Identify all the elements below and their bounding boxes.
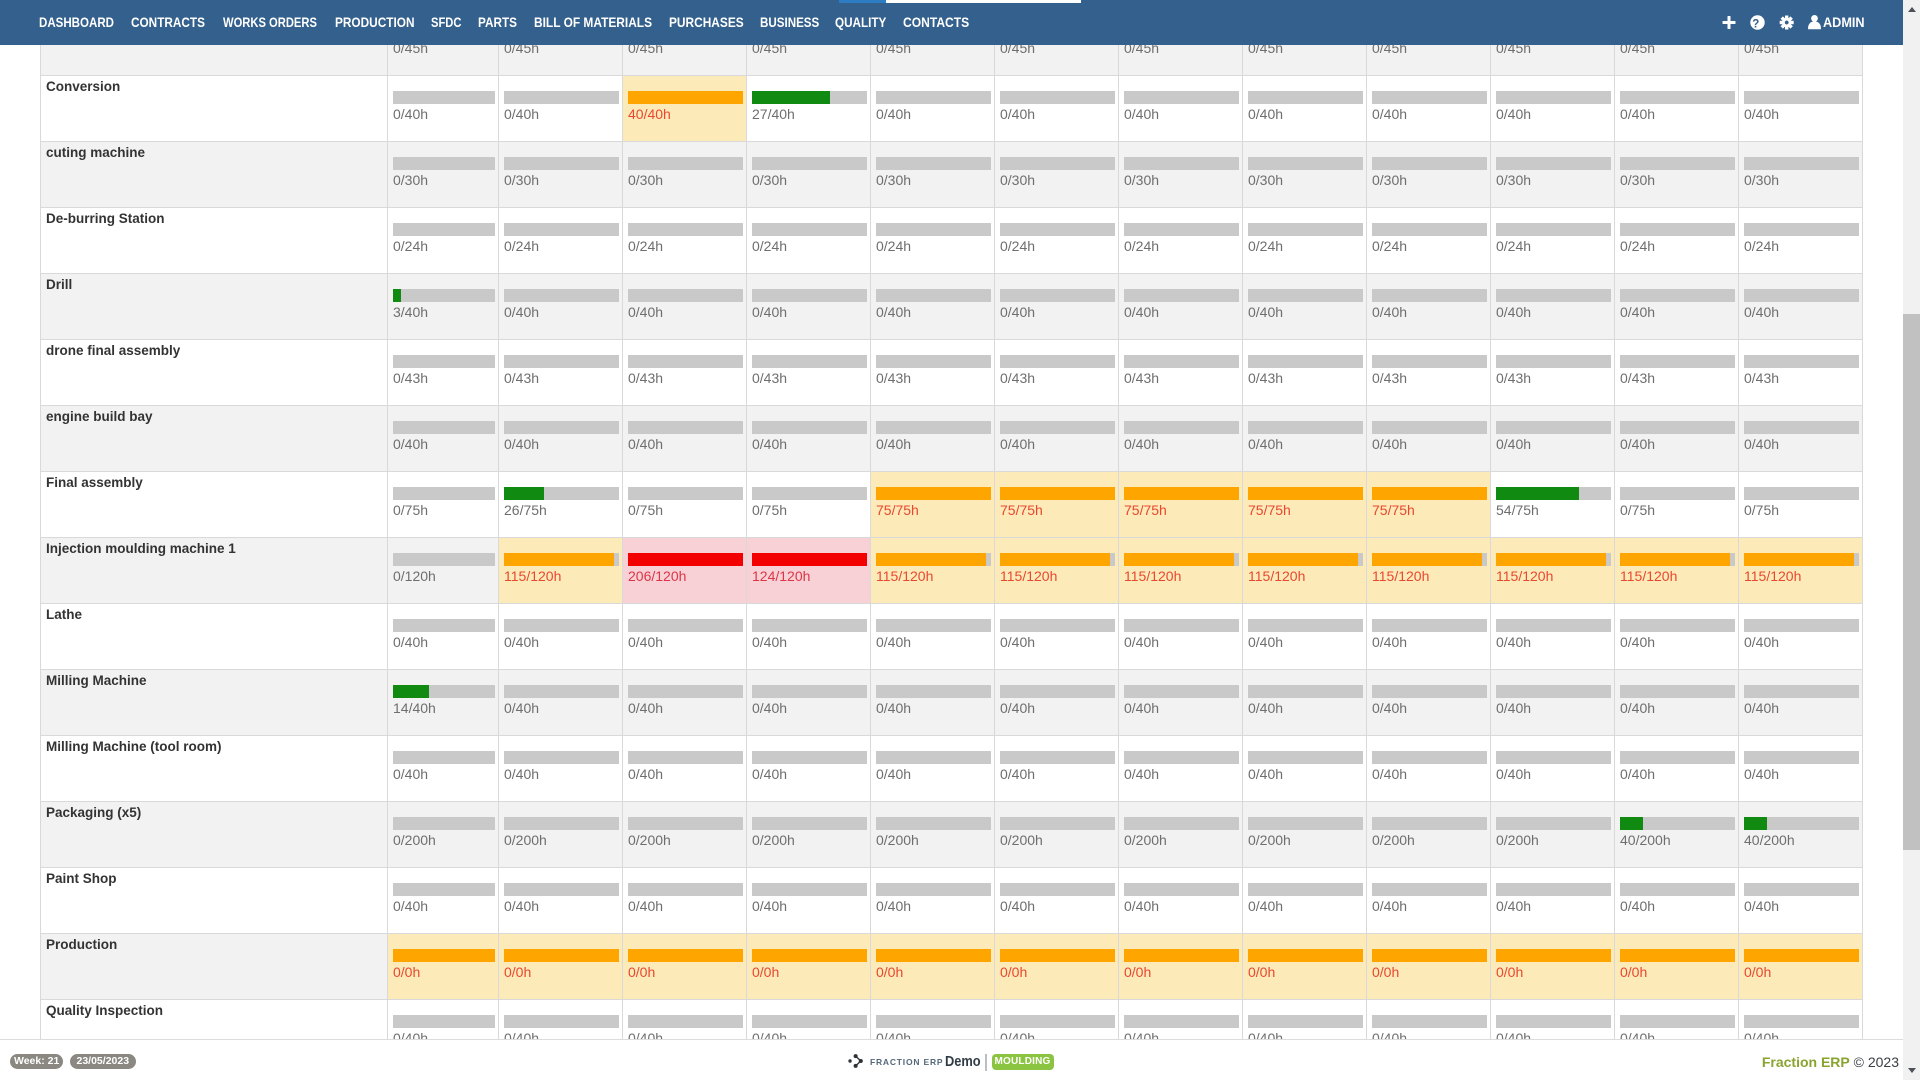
svg-text:?: ?	[1752, 19, 1759, 31]
svg-text:ADMIN: ADMIN	[1823, 14, 1865, 30]
